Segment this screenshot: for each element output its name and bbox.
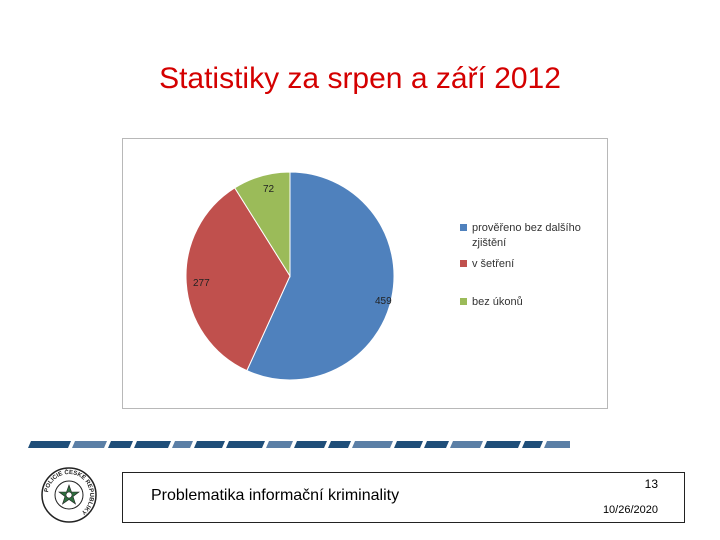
stripe-dash [266, 441, 293, 448]
footer-text: Problematika informační kriminality [151, 487, 400, 504]
data-label: 72 [263, 184, 275, 195]
slide-title: Statistiky za srpen a září 2012 [159, 62, 561, 95]
legend-swatch [460, 260, 467, 267]
stripe-dash [28, 441, 71, 448]
police-seal-logo: POLICIE ČESKÉ REPUBLIKY [41, 467, 97, 523]
data-label: 459 [375, 296, 392, 307]
stripe-dash [194, 441, 225, 448]
stripe-dash [226, 441, 265, 448]
pie-slices [185, 171, 395, 381]
legend-label: zjištění [472, 237, 506, 249]
stripe-dash [544, 441, 570, 448]
stripe-dash [328, 441, 351, 448]
page-number: 13 [644, 477, 658, 491]
pie-chart-svg: 459 277 72 prověřeno bez dalšího zjištění v … [185, 171, 581, 381]
legend-swatch [460, 224, 467, 231]
stripe-dash [450, 441, 483, 448]
legend-swatch [460, 298, 467, 305]
pie-slice [246, 171, 395, 381]
legend-label: prověřeno bez dalšího [472, 222, 581, 234]
pie-slice [234, 171, 291, 278]
stripe-dash [72, 441, 107, 448]
stripe-dash [424, 441, 449, 448]
stripe-dash [134, 441, 171, 448]
data-label: 277 [193, 278, 210, 289]
stripe-dash [352, 441, 393, 448]
stripe-dash [484, 441, 521, 448]
decorative-stripe [28, 441, 570, 448]
pie-chart: 459 277 72 prověřeno bez dalšího zjištění v … [122, 138, 608, 409]
pie-slice [185, 187, 291, 372]
legend-label: bez úkonů [472, 296, 523, 308]
stripe-dash [172, 441, 193, 448]
stripe-dash [522, 441, 543, 448]
stripe-dash [108, 441, 133, 448]
chart-legend: prověřeno bez dalšího zjištění v šetření be… [460, 222, 581, 308]
stripe-dash [394, 441, 423, 448]
pie-data-labels: 459 277 72 [193, 184, 392, 307]
legend-label: v šetření [472, 258, 514, 270]
footer-date: 10/26/2020 [602, 504, 658, 516]
footer-box: Problematika informační kriminality 13 1… [122, 472, 685, 523]
stripe-dash [294, 441, 327, 448]
